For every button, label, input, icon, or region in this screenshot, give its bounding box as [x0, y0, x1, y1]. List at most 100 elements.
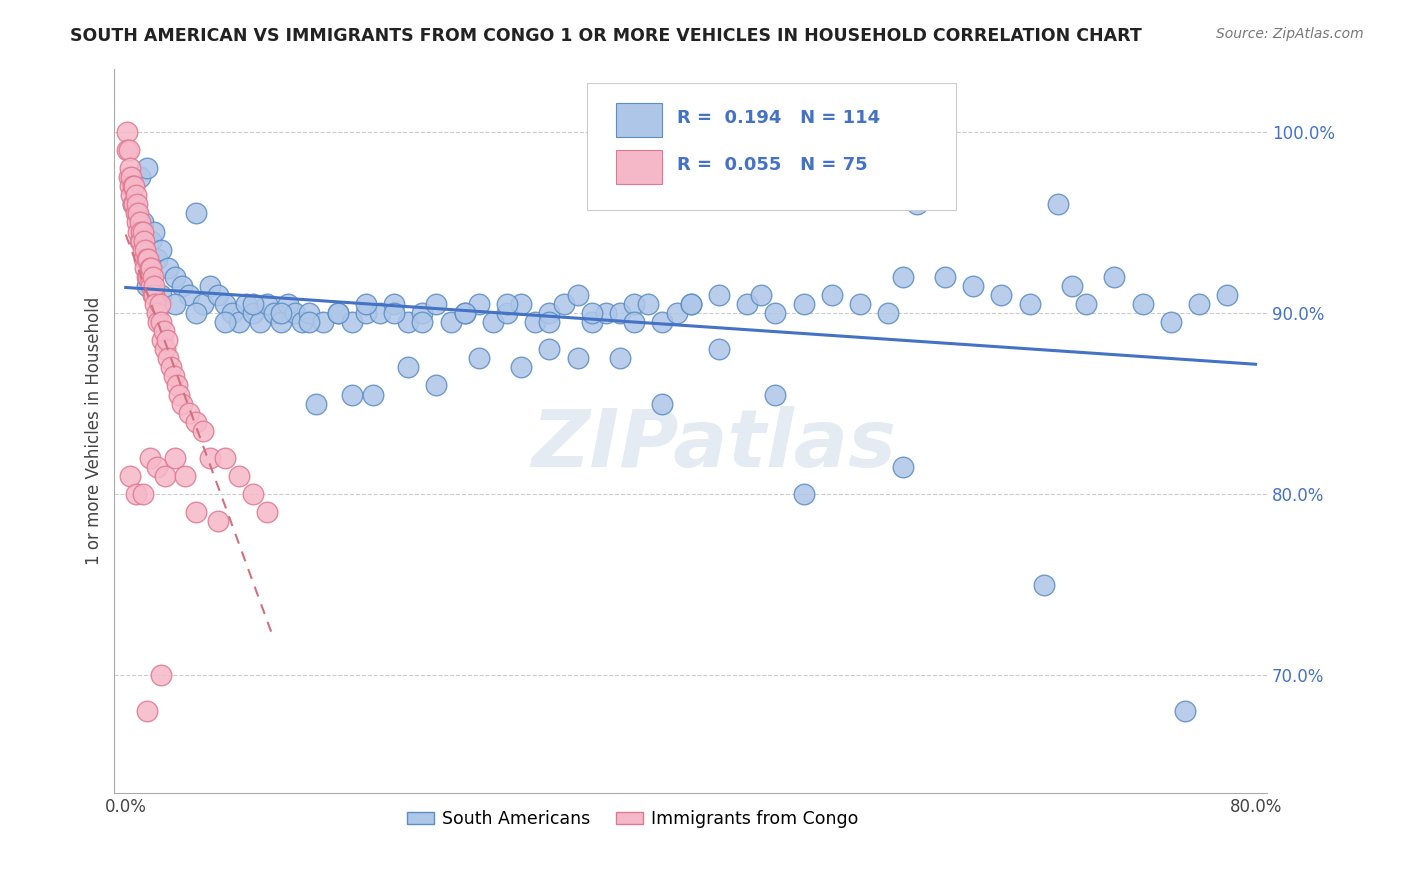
Point	[793, 487, 815, 501]
Point	[118, 161, 141, 175]
Point	[425, 297, 447, 311]
Point	[354, 306, 377, 320]
Point	[510, 360, 533, 375]
Text: R =  0.055   N = 75: R = 0.055 N = 75	[676, 156, 868, 174]
Point	[538, 343, 561, 357]
Point	[735, 297, 758, 311]
Point	[312, 315, 335, 329]
Point	[305, 396, 328, 410]
Point	[131, 487, 153, 501]
Point	[242, 487, 264, 501]
Point	[453, 306, 475, 320]
Point	[120, 170, 142, 185]
Text: Source: ZipAtlas.com: Source: ZipAtlas.com	[1216, 27, 1364, 41]
Point	[134, 243, 156, 257]
Point	[152, 333, 174, 347]
Legend: South Americans, Immigrants from Congo: South Americans, Immigrants from Congo	[401, 803, 866, 835]
Point	[425, 378, 447, 392]
Point	[150, 288, 173, 302]
Point	[157, 260, 180, 275]
Point	[155, 343, 177, 357]
Point	[468, 297, 491, 311]
Point	[149, 297, 172, 311]
Point	[141, 269, 163, 284]
Point	[165, 269, 187, 284]
Point	[277, 297, 299, 311]
Point	[1132, 297, 1154, 311]
Point	[411, 315, 433, 329]
Point	[155, 469, 177, 483]
Point	[637, 297, 659, 311]
Point	[298, 315, 321, 329]
Point	[172, 278, 194, 293]
Point	[193, 297, 215, 311]
Point	[326, 306, 349, 320]
Point	[368, 306, 391, 320]
Point	[186, 306, 208, 320]
Point	[567, 351, 589, 366]
Point	[125, 215, 148, 229]
Point	[135, 252, 157, 266]
Point	[129, 234, 152, 248]
Point	[651, 396, 673, 410]
Point	[193, 424, 215, 438]
Point	[821, 288, 844, 302]
Point	[1160, 315, 1182, 329]
Point	[1018, 297, 1040, 311]
Point	[793, 297, 815, 311]
Point	[128, 234, 150, 248]
Point	[510, 297, 533, 311]
Point	[200, 278, 222, 293]
Point	[136, 252, 159, 266]
Point	[172, 396, 194, 410]
Point	[990, 288, 1012, 302]
Point	[524, 315, 547, 329]
Point	[141, 288, 163, 302]
Point	[581, 315, 603, 329]
Point	[623, 315, 645, 329]
Point	[553, 297, 575, 311]
Point	[1032, 578, 1054, 592]
Point	[186, 415, 208, 429]
Point	[131, 225, 153, 239]
Point	[468, 351, 491, 366]
Point	[136, 269, 159, 284]
Point	[138, 269, 160, 284]
Point	[1174, 705, 1197, 719]
Point	[118, 469, 141, 483]
Point	[153, 324, 176, 338]
Point	[146, 252, 169, 266]
Point	[179, 288, 201, 302]
Point	[496, 306, 519, 320]
Point	[298, 306, 321, 320]
Point	[121, 197, 143, 211]
Point	[127, 206, 149, 220]
Point	[163, 369, 186, 384]
Point	[877, 306, 900, 320]
Point	[242, 306, 264, 320]
Point	[849, 297, 872, 311]
Point	[121, 179, 143, 194]
Point	[214, 315, 236, 329]
Point	[146, 306, 169, 320]
Point	[207, 288, 229, 302]
Point	[125, 206, 148, 220]
Text: ZIPatlas: ZIPatlas	[531, 406, 896, 484]
Point	[361, 387, 384, 401]
Point	[581, 306, 603, 320]
Point	[228, 315, 250, 329]
Point	[118, 179, 141, 194]
Point	[139, 234, 162, 248]
Point	[115, 125, 138, 139]
Point	[354, 297, 377, 311]
Point	[132, 252, 155, 266]
Point	[150, 243, 173, 257]
Point	[125, 197, 148, 211]
Point	[135, 269, 157, 284]
Point	[1074, 297, 1097, 311]
Point	[165, 450, 187, 465]
Point	[679, 297, 702, 311]
Point	[124, 487, 146, 501]
Point	[905, 197, 928, 211]
Point	[139, 278, 162, 293]
